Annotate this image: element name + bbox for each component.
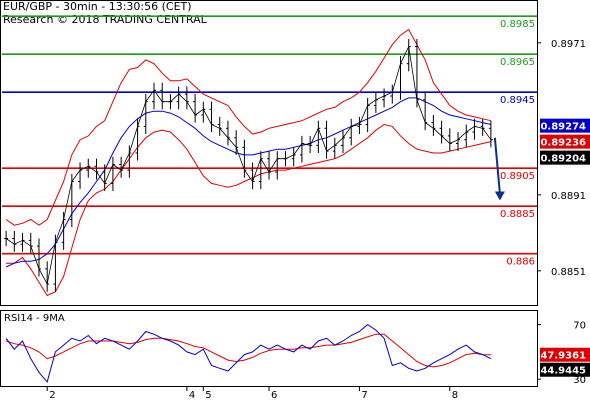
y-tick-label-1: 0.8891: [551, 191, 586, 202]
price-badge-label-2: 0.89204: [540, 154, 586, 165]
level-label-1: 0.8965: [500, 57, 535, 68]
chart-title: EUR/GBP - 30min - 13:30:56 (CET): [3, 0, 192, 13]
level-label-5: 0.886: [506, 257, 535, 268]
price-badge-2: [540, 150, 590, 165]
forecast-arrow-shaft: [493, 137, 501, 194]
rsi-badge-label-1: 44.9445: [540, 366, 586, 377]
x-tick-label-0: 2: [49, 390, 55, 400]
rsi-badge-1: [540, 362, 590, 377]
y-tick-label-0: 0.8851: [551, 267, 586, 278]
rsi-badge-label-0: 47.9361: [540, 351, 586, 362]
forecast-arrow: [493, 137, 505, 201]
rsi-series: RSI14 - 9MA: [4, 313, 492, 383]
forecast-arrow-head: [494, 191, 505, 201]
price-badge-label-0: 0.89274: [540, 122, 586, 133]
rsi-axis: 30 70 47.9361 44.9445: [537, 321, 590, 386]
rsi-line: [5, 323, 492, 383]
level-lines: 0.8985 0.8965 0.8945 0.8905 0.8885 0.886: [2, 15, 537, 268]
price-axis: 0.8851 0.8891 0.8971: [537, 39, 586, 278]
rsi-badge-0: [540, 347, 590, 362]
x-tick-label-1: 4: [189, 390, 195, 400]
upper-band-line: [5, 28, 492, 226]
price-series: [4, 39, 493, 292]
main-panel-frame: [0, 0, 538, 306]
y-tick-label-2: 0.8971: [551, 39, 586, 50]
price-close-line: [5, 45, 492, 286]
rsi-tick-label-1: 70: [573, 321, 586, 332]
moving-average-line: [5, 97, 492, 268]
level-label-4: 0.8885: [500, 209, 535, 220]
rsi-title: RSI14 - 9MA: [4, 313, 65, 324]
rsi-panel-frame: [0, 310, 538, 387]
rsi-ma-line: [5, 333, 491, 368]
lower-band-line: [6, 123, 492, 297]
x-tick-label-4: 7: [361, 390, 367, 400]
price-badges: 0.89274 0.89236 0.89204: [540, 118, 590, 165]
x-tick-label-2: 5: [205, 390, 211, 400]
level-label-0: 0.8985: [500, 19, 535, 30]
rsi-tick-label-0: 30: [573, 375, 586, 386]
level-label-2: 0.8945: [500, 95, 535, 106]
price-badge-1: [540, 134, 590, 149]
x-tick-label-3: 6: [271, 390, 277, 400]
x-tick-label-5: 8: [452, 390, 458, 400]
level-label-3: 0.8905: [500, 171, 535, 182]
bollinger-bands: [5, 28, 492, 297]
price-badge-label-1: 0.89236: [540, 138, 586, 149]
price-badge-0: [540, 118, 590, 133]
